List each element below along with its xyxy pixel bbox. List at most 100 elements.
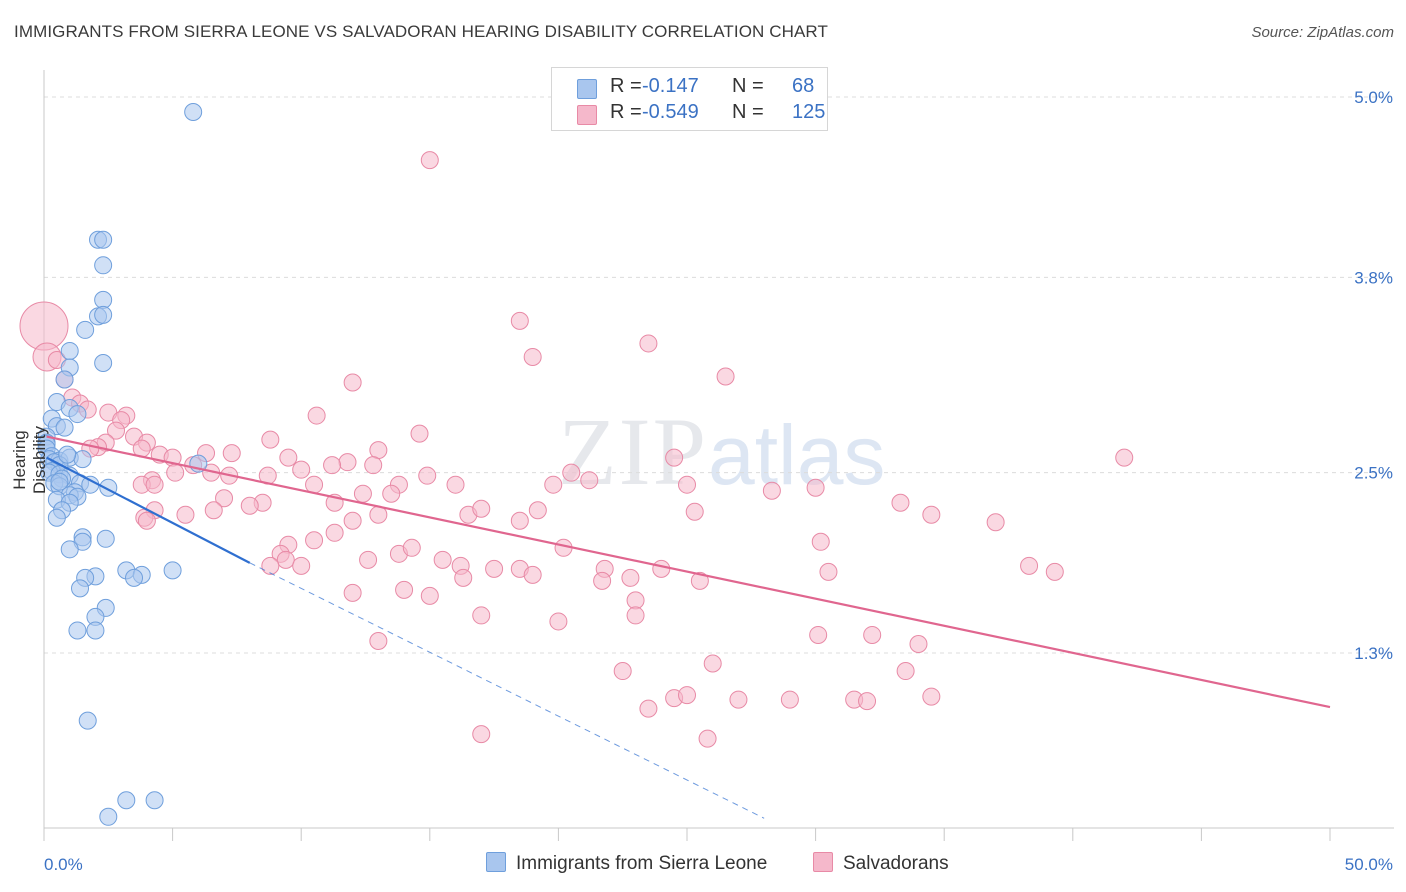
blue-trend-extension: [249, 562, 765, 819]
bottom-legend-swatch-blue: [486, 852, 506, 872]
pink-point: [678, 475, 696, 494]
pink-point: [665, 448, 684, 467]
pink-point: [343, 511, 362, 530]
blue-point: [60, 540, 79, 559]
legend-r-value: -0.549: [642, 101, 699, 123]
pink-point: [809, 625, 828, 644]
pink-point: [685, 502, 704, 521]
blue-trend-line: [46, 456, 251, 564]
pink-point: [395, 580, 414, 599]
pink-point: [593, 571, 612, 590]
pink-point: [353, 484, 372, 503]
pink-point: [410, 424, 429, 443]
pink-point: [323, 456, 342, 475]
legend-r-label: R =: [610, 75, 642, 97]
pink-point: [528, 501, 547, 520]
legend-swatch-blue: [577, 79, 597, 99]
pink-point: [1020, 556, 1039, 575]
blue-point: [55, 370, 74, 389]
pink-point: [215, 489, 234, 508]
correlation-legend: R = -0.147 N = 68 R = -0.549 N = 125: [551, 67, 828, 131]
blue-point: [94, 256, 113, 275]
pink-point: [307, 406, 326, 425]
legend-r-value: -0.147: [642, 75, 699, 97]
pink-point: [420, 151, 439, 170]
pink-point: [166, 463, 185, 482]
y-tick-label: 2.5%: [1354, 464, 1393, 483]
pink-point: [621, 568, 640, 587]
blue-point: [71, 579, 90, 598]
blue-point: [78, 711, 97, 730]
bottom-legend-salvadorans: Salvadorans: [813, 852, 949, 878]
blue-point: [76, 320, 95, 339]
pink-point: [292, 460, 311, 479]
blue-point: [86, 621, 105, 640]
pink-point: [909, 634, 928, 653]
pink-point: [544, 475, 563, 494]
pink-point: [523, 565, 542, 584]
pink-point: [418, 466, 437, 485]
blue-point: [47, 508, 66, 527]
pink-point: [780, 690, 799, 709]
pink-trend-line: [46, 435, 1331, 709]
blue-point: [55, 418, 74, 437]
pink-point: [454, 568, 473, 587]
blue-point: [99, 807, 118, 826]
legend-n-value: 125: [792, 101, 826, 123]
pink-point: [510, 511, 529, 530]
pink-point: [276, 550, 295, 569]
blue-point: [145, 791, 164, 810]
blue-point: [163, 561, 182, 580]
pink-point: [364, 456, 383, 475]
pink-point: [343, 373, 362, 392]
y-tick-label: 3.8%: [1354, 268, 1393, 287]
pink-point: [369, 631, 388, 650]
pink-point: [1045, 562, 1064, 581]
pink-point: [811, 532, 830, 551]
pink-point: [703, 654, 722, 673]
pink-point: [510, 311, 529, 330]
pink-point: [485, 559, 504, 578]
bottom-legend-label: Immigrants from Sierra Leone: [516, 853, 768, 874]
pink-point: [613, 662, 632, 681]
blue-point: [96, 529, 115, 548]
pink-point: [420, 586, 439, 605]
pink-point: [922, 687, 941, 706]
blue-point: [58, 445, 77, 464]
pink-point: [446, 475, 465, 494]
pink-point: [402, 538, 421, 557]
pink-point: [891, 493, 910, 512]
pink-point: [279, 448, 298, 467]
pink-point: [523, 347, 542, 366]
pink-point: [729, 690, 748, 709]
blue-point: [94, 230, 113, 249]
pink-point: [716, 367, 735, 386]
pink-point: [261, 430, 280, 449]
chart-title: IMMIGRANTS FROM SIERRA LEONE VS SALVADOR…: [14, 22, 828, 41]
pink-point: [472, 725, 491, 744]
pink-point: [986, 513, 1005, 532]
legend-n-label: N =: [732, 101, 764, 123]
pink-point: [145, 475, 164, 494]
watermark-atlas: atlas: [708, 408, 886, 502]
blue-point: [94, 353, 113, 372]
blue-point: [184, 103, 203, 122]
blue-point: [68, 405, 87, 424]
pink-point: [626, 591, 645, 610]
pink-point: [1115, 448, 1134, 467]
pink-point: [678, 686, 696, 705]
legend-r-label: R =: [610, 101, 642, 123]
pink-point: [369, 441, 388, 460]
pink-point: [922, 505, 941, 524]
blue-point: [125, 568, 144, 587]
blue-point: [94, 305, 113, 324]
pink-point: [261, 556, 280, 575]
pink-point: [472, 606, 491, 625]
pink-point: [562, 463, 581, 482]
pink-point: [698, 729, 717, 748]
pink-point: [382, 484, 401, 503]
x-tick-label-max: 50.0%: [1345, 855, 1393, 874]
y-tick-label: 1.3%: [1354, 644, 1393, 663]
pink-point: [433, 550, 452, 569]
